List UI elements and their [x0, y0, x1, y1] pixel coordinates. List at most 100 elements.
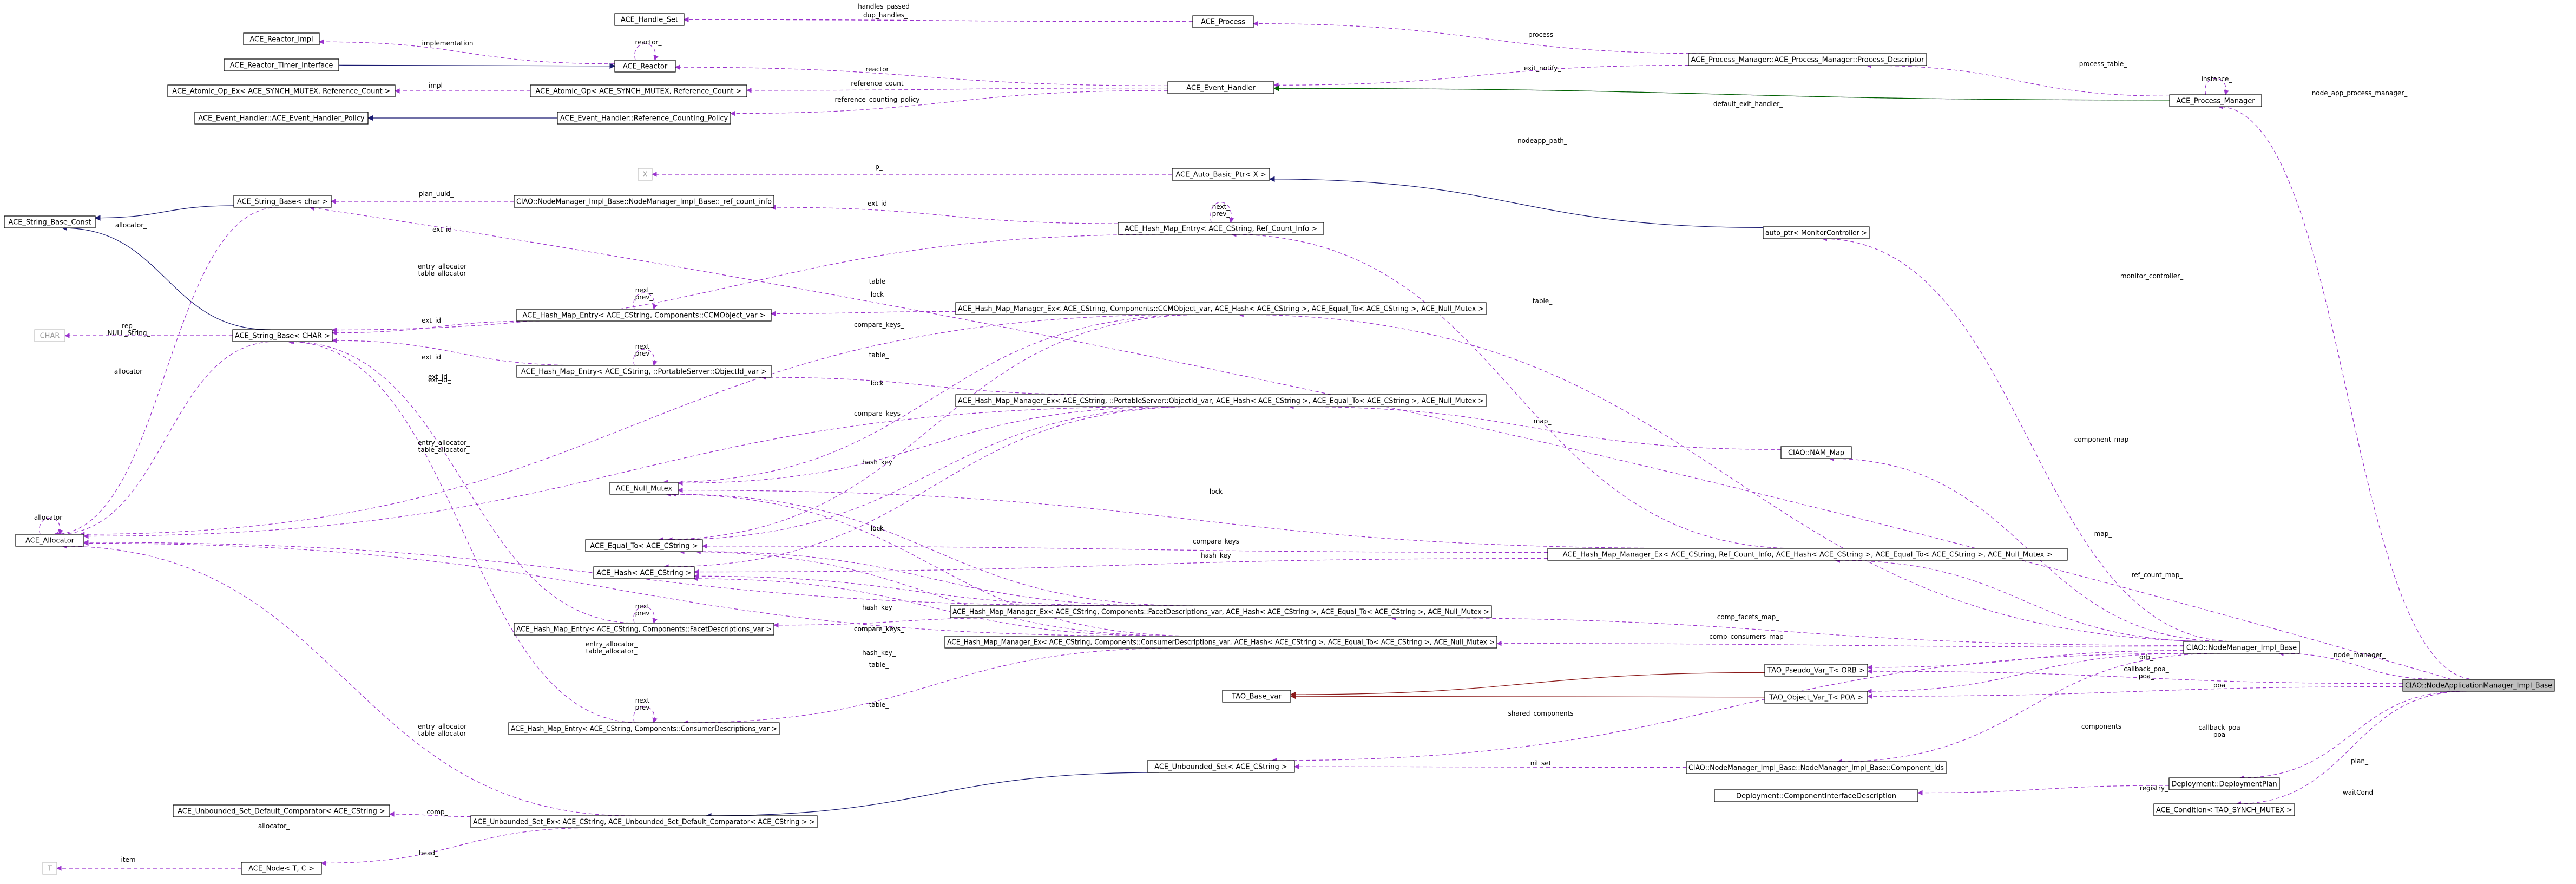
edge-usage-focus-to-object_var_poa — [1867, 686, 2403, 699]
class-node-process-manager[interactable]: ACE_Process_Manager — [2169, 94, 2262, 107]
edge-label-process-table: process_table_ — [2079, 60, 2128, 68]
class-node-label: CIAO::NodeApplicationManager_Impl_Base — [2405, 682, 2552, 690]
edge-label-entry-allocator-table-allocator: entry_allocator_ table_allocator_ — [418, 723, 470, 737]
edge-usage-hash_mgr_facet-to-hash — [694, 573, 1133, 606]
class-node-component-interface-desc[interactable]: Deployment::ComponentInterfaceDescriptio… — [1714, 789, 1918, 802]
class-node-base-var[interactable]: TAO_Base_var — [1222, 690, 1291, 703]
class-node-box — [1547, 548, 2068, 561]
edge-label-ext-id: ext_id_ — [422, 317, 445, 324]
class-node-auto-basic-ptr[interactable]: ACE_Auto_Basic_Ptr< X > — [1172, 168, 1270, 181]
class-node-deployment-plan[interactable]: Deployment::DeploymentPlan — [2168, 777, 2280, 790]
class-node-box — [224, 58, 339, 71]
edge-label-nil-set: nil_set_ — [1530, 759, 1555, 767]
class-node-box — [173, 804, 390, 817]
class-node-hash-mgr-facet[interactable]: ACE_Hash_Map_Manager_Ex< ACE_CString, Co… — [950, 605, 1492, 618]
edge-label-rep: rep_ NULL_String_ — [108, 322, 151, 337]
class-node-hash-entry-ccmobject[interactable]: ACE_Hash_Map_Entry< ACE_CString, Compone… — [516, 309, 772, 322]
class-node-default-comparator[interactable]: ACE_Unbounded_Set_Default_Comparator< AC… — [173, 804, 390, 817]
class-node-label: auto_ptr< MonitorController > — [1765, 230, 1867, 238]
class-node-process-descriptor[interactable]: ACE_Process_Manager::ACE_Process_Manager… — [1688, 53, 1927, 66]
edge-usage-process-to-handle_set — [684, 17, 1193, 23]
edge-usage-process_manager-to-process_descriptor — [1866, 63, 2170, 97]
class-node-auto-ptr-monitor[interactable]: auto_ptr< MonitorController > — [1763, 226, 1870, 239]
edge-label-exit-notify: exit_notify_ — [1524, 64, 1561, 72]
edge-label-instance: instance_ — [2202, 75, 2233, 83]
edge-usage-hash_mgr_objectid-to-hash_entry_objectid — [761, 375, 1103, 395]
class-node-equal-to[interactable]: ACE_Equal_To< ACE_CString > — [585, 539, 703, 552]
class-node-reactor[interactable]: ACE_Reactor — [614, 60, 676, 73]
class-node-hash-mgr-objectid[interactable]: ACE_Hash_Map_Manager_Ex< ACE_CString, ::… — [955, 394, 1487, 407]
class-node-char-node[interactable]: CHAR — [34, 329, 65, 342]
class-node-reactor-impl[interactable]: ACE_Reactor_Impl — [243, 32, 320, 45]
edge-usage-reactor-to-reactor_impl — [319, 39, 615, 64]
class-node-hash-entry-consumer[interactable]: ACE_Hash_Map_Entry< ACE_CString, Compone… — [508, 722, 780, 735]
class-node-hash-mgr-ccmobject[interactable]: ACE_Hash_Map_Manager_Ex< ACE_CString, Co… — [955, 302, 1487, 315]
class-node-nam-map[interactable]: CIAO::NAM_Map — [1780, 446, 1852, 459]
edge-label-compare-keys: compare_keys_ — [1193, 538, 1243, 545]
edge-label-hash-key: hash_key_ — [862, 604, 896, 611]
class-node-box — [167, 84, 396, 97]
class-node-hash-entry-refcount[interactable]: ACE_Hash_Map_Entry< ACE_CString, Ref_Cou… — [1118, 222, 1324, 235]
class-node-ref-count-info[interactable]: CIAO::NodeManager_Impl_Base::NodeManager… — [514, 195, 774, 208]
edge-label-allocator: allocator_ — [115, 221, 147, 229]
class-node-unbounded-set-ex[interactable]: ACE_Unbounded_Set_Ex< ACE_CString, ACE_U… — [470, 815, 818, 828]
class-node-hash-entry-objectid[interactable]: ACE_Hash_Map_Entry< ACE_CString, ::Porta… — [516, 365, 772, 378]
class-node-hash-entry-facet[interactable]: ACE_Hash_Map_Entry< ACE_CString, Compone… — [514, 623, 774, 636]
class-node-label: CIAO::NodeManager_Impl_Base::NodeManager… — [1688, 764, 1944, 772]
edge-label-head: head_ — [419, 849, 439, 857]
class-node-handle-set[interactable]: ACE_Handle_Set — [614, 13, 685, 26]
edge-label-default-exit-handler: default_exit_handler_ — [1713, 100, 1783, 108]
class-node-focus[interactable]: CIAO::NodeApplicationManager_Impl_Base — [2402, 679, 2555, 692]
class-node-hash-mgr-consumer[interactable]: ACE_Hash_Map_Manager_Ex< ACE_CString, Co… — [944, 636, 1497, 649]
class-node-string-base-CHAR[interactable]: ACE_String_Base< CHAR > — [232, 329, 333, 342]
edge-usage-nodemanager_impl_base-to-auto_ptr_monitor — [1822, 236, 2236, 642]
class-node-process[interactable]: ACE_Process — [1192, 15, 1254, 28]
class-node-hash[interactable]: ACE_Hash< ACE_CString > — [593, 566, 695, 579]
edge-usage-hash_entry_consumer-to-hash_entry_consumer — [633, 706, 658, 723]
edge-label-compare-keys: compare_keys_ — [854, 625, 904, 633]
class-node-atomic-op-ex[interactable]: ACE_Atomic_Op_Ex< ACE_SYNCH_MUTEX, Refer… — [167, 84, 396, 97]
class-node-object-var-poa[interactable]: TAO_Object_Var_T< POA > — [1764, 691, 1868, 704]
class-node-label: ACE_Event_Handler::ACE_Event_Handler_Pol… — [198, 115, 365, 123]
class-node-null-mutex[interactable]: ACE_Null_Mutex — [609, 482, 679, 495]
class-node-label: ACE_Event_Handler::Reference_Counting_Po… — [560, 115, 728, 123]
edge-label-plan: plan_ — [2351, 757, 2369, 765]
class-node-unbounded-set[interactable]: ACE_Unbounded_Set< ACE_CString > — [1147, 760, 1295, 773]
edge-usage-hash_mgr_refcount-to-null_mutex — [678, 487, 1703, 549]
class-node-event-handler[interactable]: ACE_Event_Handler — [1167, 81, 1274, 94]
class-node-box — [1147, 760, 1295, 773]
edge-usage-string_base_CHAR-to-allocator — [56, 341, 276, 537]
class-node-component-ids[interactable]: CIAO::NodeManager_Impl_Base::NodeManager… — [1686, 761, 1947, 774]
class-node-condition[interactable]: ACE_Condition< TAO_SYNCH_MUTEX > — [2153, 803, 2295, 816]
edge-usage-process_descriptor-to-process — [1253, 21, 1716, 54]
class-node-box — [955, 302, 1487, 315]
class-node-label: ACE_Atomic_Op< ACE_SYNCH_MUTEX, Referenc… — [536, 88, 742, 96]
edge-usage-hash_entry_facet-to-string_base_CHAR — [289, 339, 637, 624]
class-node-label: ACE_Unbounded_Set< ACE_CString > — [1154, 763, 1287, 771]
class-node-t-node[interactable]: T — [42, 862, 57, 875]
class-node-nodemanager-impl-base[interactable]: CIAO::NodeManager_Impl_Base — [2183, 641, 2300, 654]
class-node-x[interactable]: X — [638, 168, 653, 181]
class-node-label: ACE_Hash_Map_Manager_Ex< ACE_CString, Re… — [1563, 551, 2053, 559]
class-node-reactor-timer-interface[interactable]: ACE_Reactor_Timer_Interface — [224, 58, 339, 71]
class-node-ace-node[interactable]: ACE_Node< T, C > — [241, 862, 322, 875]
class-node-pseudo-var-orb[interactable]: TAO_Pseudo_Var_T< ORB > — [1764, 664, 1868, 677]
class-node-atomic-op[interactable]: ACE_Atomic_Op< ACE_SYNCH_MUTEX, Referenc… — [530, 84, 747, 97]
edge-label-comp: comp_ — [426, 808, 448, 816]
class-node-label: ACE_Hash< ACE_CString > — [596, 569, 692, 578]
edge-label-entry-allocator-table-allocator: entry_allocator_ table_allocator_ — [418, 263, 470, 277]
edge-label-dup-handles: dup_handles_ — [863, 11, 908, 19]
class-node-string-base-char[interactable]: ACE_String_Base< char > — [233, 195, 332, 208]
class-node-box — [15, 534, 84, 547]
class-node-hash-mgr-refcount[interactable]: ACE_Hash_Map_Manager_Ex< ACE_CString, Re… — [1547, 548, 2068, 561]
class-node-label: ACE_Process_Manager — [2176, 97, 2255, 106]
class-node-string-base-const[interactable]: ACE_String_Base_Const — [4, 215, 96, 228]
class-node-event-handler-policy[interactable]: ACE_Event_Handler::ACE_Event_Handler_Pol… — [194, 112, 369, 125]
class-node-allocator[interactable]: ACE_Allocator — [15, 534, 84, 547]
class-node-box — [2183, 641, 2300, 654]
class-node-ref-counting-policy[interactable]: ACE_Event_Handler::Reference_Counting_Po… — [557, 112, 731, 125]
edge-label-hash-key: hash_key_ — [862, 649, 896, 657]
class-node-label: ACE_Hash_Map_Manager_Ex< ACE_CString, Co… — [947, 639, 1495, 647]
edge-usage-nodemanager_impl_base-to-object_var_poa — [1867, 653, 2191, 694]
edge-usage-hash_mgr_objectid-to-null_mutex — [678, 406, 1182, 486]
